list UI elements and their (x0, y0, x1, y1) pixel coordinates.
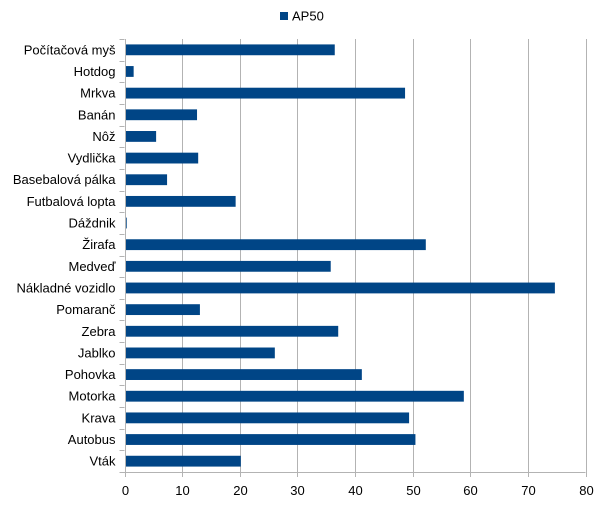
category-label: Banán (78, 107, 116, 122)
legend-label: AP50 (292, 9, 324, 24)
category-label: Pohovka (65, 367, 116, 382)
legend: AP50 (280, 9, 324, 24)
bar (125, 109, 198, 121)
bar (125, 260, 331, 272)
category-label: Motorka (69, 389, 117, 404)
category-label: Jablko (78, 345, 116, 360)
legend-swatch (280, 12, 288, 20)
bar (125, 434, 416, 445)
x-axis: 0 10 20 30 40 50 60 70 80 (119, 39, 594, 498)
bar (125, 239, 426, 251)
bar (125, 347, 275, 359)
category-label: Počítačová myš (24, 42, 116, 57)
category-label: Mrkva (80, 86, 116, 101)
category-label: Futbalová lopta (27, 194, 117, 209)
grid-lines (125, 39, 587, 472)
x-tick-label: 80 (579, 483, 593, 498)
bar (125, 44, 335, 56)
x-tick-label: 40 (348, 483, 362, 498)
category-label: Žirafa (82, 237, 116, 252)
category-label: Nôž (92, 129, 115, 144)
category-label: Nákladné vozidlo (16, 280, 115, 295)
bar (125, 304, 200, 316)
category-label: Zebra (82, 324, 117, 339)
bar (125, 282, 555, 294)
category-label: Basebalová pálka (13, 172, 116, 187)
x-tick-label: 10 (175, 483, 189, 498)
x-tick-label: 0 (122, 483, 129, 498)
x-tick-label: 70 (521, 483, 535, 498)
bar (125, 390, 464, 402)
bar (125, 174, 168, 186)
x-tick-label: 60 (463, 483, 477, 498)
category-label: Krava (82, 410, 117, 425)
bar (125, 412, 410, 424)
bar (125, 325, 339, 337)
bar (125, 66, 134, 77)
category-label: Hotdog (74, 64, 116, 79)
bars (125, 44, 555, 467)
bar (125, 369, 362, 380)
category-labels: Počítačová myš Hotdog Mrkva Banán Nôž Vydličk… (13, 42, 117, 468)
x-tick-label: 50 (406, 483, 420, 498)
x-tick-label: 20 (233, 483, 247, 498)
category-label: Autobus (68, 432, 116, 447)
x-tick-label: 30 (290, 483, 304, 498)
category-label: Vták (89, 454, 116, 469)
category-label: Pomaranč (56, 302, 116, 317)
bar (125, 131, 157, 142)
bar (125, 87, 406, 99)
bar (125, 455, 241, 467)
category-label: Medveď (68, 259, 116, 274)
bar (125, 195, 236, 207)
category-label: Dáždnik (69, 216, 116, 231)
bar (125, 152, 199, 164)
category-label: Vydlička (68, 151, 117, 166)
